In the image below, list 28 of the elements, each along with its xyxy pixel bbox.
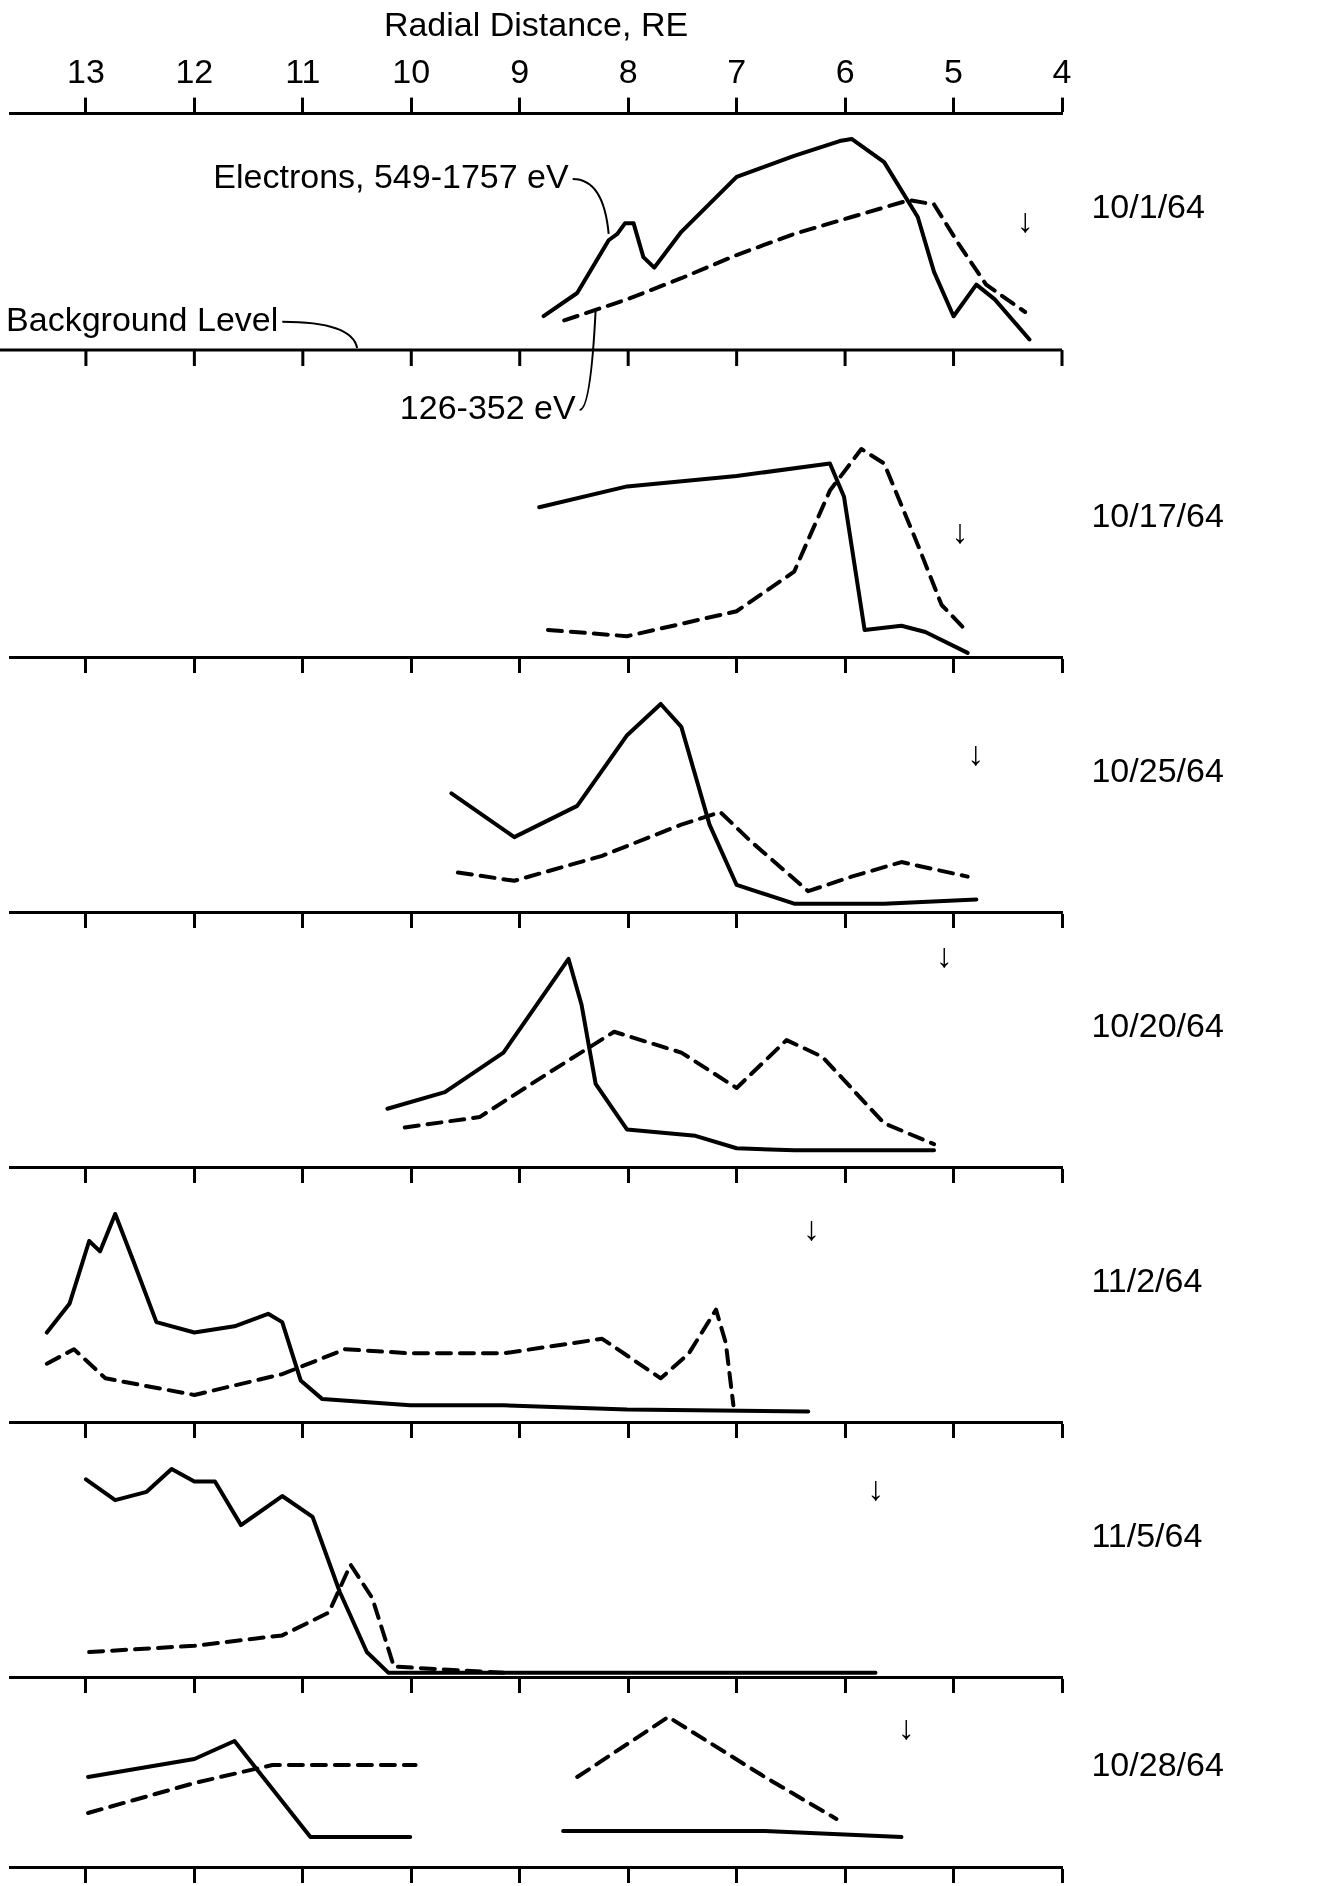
x-tick-label: 8: [618, 51, 638, 90]
x-tick-label: 13: [67, 51, 105, 90]
x-tick-label: 11: [285, 51, 321, 90]
text: 10/20/64: [1091, 1005, 1224, 1044]
annotation: 126-352 eV: [399, 388, 576, 427]
text: 11/2/64: [1091, 1260, 1203, 1299]
annotation: ↓: [951, 511, 969, 550]
text: 10/17/64: [1091, 495, 1224, 534]
annotation: ↓: [1016, 200, 1034, 239]
annotation: ↓: [967, 734, 985, 773]
x-tick-label: 12: [175, 51, 214, 90]
x-tick-label: 9: [510, 51, 530, 90]
x-tick-label: 5: [944, 51, 964, 90]
text: 10/25/64: [1091, 750, 1224, 789]
x-tick-label: 6: [835, 51, 855, 90]
x-tick-label: 4: [1052, 51, 1072, 90]
annotation: ↓: [935, 935, 953, 974]
x-tick-label: 7: [727, 51, 747, 90]
annotation: ↓: [803, 1209, 821, 1248]
text: 10/28/64: [1091, 1744, 1224, 1783]
x-tick-label: 10: [392, 51, 431, 90]
annotation: ↓: [867, 1468, 885, 1507]
x-axis-title: Radial Distance, RE: [383, 4, 689, 43]
annotation: ↓: [897, 1707, 915, 1746]
text: 11/5/64: [1091, 1515, 1203, 1554]
annotation: Electrons, 549-1757 eV: [213, 157, 569, 196]
text: 10/1/64: [1091, 186, 1205, 225]
annotation: Background Level: [6, 300, 279, 339]
